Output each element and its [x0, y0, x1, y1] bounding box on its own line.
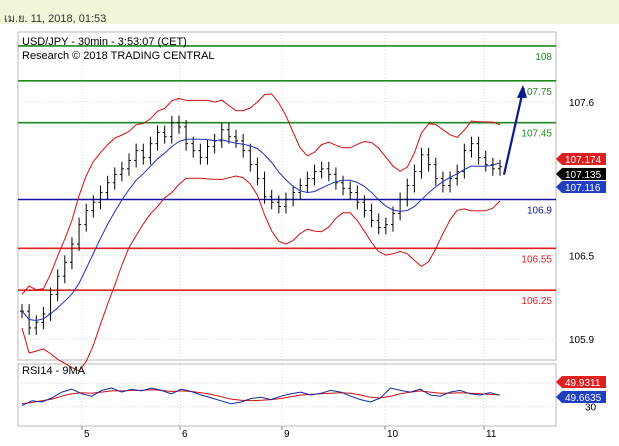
ma-line — [21, 138, 501, 322]
price-tag-label: 107.116 — [565, 183, 601, 194]
moving-average — [21, 138, 501, 322]
x-tick-label: 6 — [182, 429, 188, 440]
rsi-panel — [17, 363, 557, 427]
arrow-head — [517, 84, 527, 98]
x-tick-label: 9 — [284, 429, 290, 440]
forecast-arrow — [502, 84, 527, 175]
upper-band — [21, 93, 501, 295]
y-axis: 107.6 106.5 105.9 — [569, 98, 594, 346]
level-label: 107.45 — [521, 129, 552, 140]
price-tag-label: 107.174 — [565, 155, 602, 166]
level-label: 106.55 — [521, 254, 552, 265]
x-axis: 5 6 9 10 11 — [81, 426, 497, 440]
rsi-label: RSI14 - 9MA — [22, 365, 86, 377]
x-tick-label: 10 — [387, 429, 399, 440]
price-tag — [556, 168, 606, 180]
timestamp-text: เม.ย. 11, 2018, 01:53 — [4, 13, 107, 25]
x-tick-label: 5 — [84, 429, 90, 440]
arrow-shaft — [502, 94, 524, 175]
y-tick-label: 107.6 — [569, 98, 594, 109]
rsi-tag-label: 49.6635 — [565, 393, 602, 404]
price-tag — [556, 153, 606, 165]
rsi-line — [21, 387, 501, 406]
candlestick-series — [20, 115, 502, 335]
rsi-ma-line — [21, 389, 501, 405]
rsi-tag — [556, 376, 606, 388]
bollinger-bands — [21, 93, 501, 372]
rsi-tag-label: 49.9311 — [565, 378, 601, 389]
chart-subtitle: Research © 2018 TRADING CENTRAL — [22, 50, 215, 62]
chart-title: USD/JPY - 30min - 3:53:07 (CET) — [22, 36, 187, 48]
rsi-tick-label: 30 — [585, 403, 597, 414]
level-label: 107.75 — [521, 87, 552, 98]
rsi-tag — [556, 391, 606, 403]
level-label: 106.9 — [527, 205, 552, 216]
level-lines: 108 107.75 107.45 106.9 106.55 106.25 — [18, 45, 556, 307]
y-tick-label: 105.9 — [569, 335, 594, 346]
x-tick-label: 11 — [486, 429, 497, 440]
price-tag — [556, 181, 606, 193]
level-label: 108 — [535, 52, 552, 63]
price-tag-label: 107.135 — [565, 170, 602, 181]
timestamp-bar: เม.ย. 11, 2018, 01:53 — [0, 0, 619, 25]
level-label: 106.25 — [521, 296, 552, 307]
grid-lines — [18, 32, 556, 424]
y-tick-label: 106.5 — [569, 251, 594, 262]
price-tags: 107.174 107.135 107.116 — [556, 153, 606, 194]
lower-band — [21, 175, 501, 372]
